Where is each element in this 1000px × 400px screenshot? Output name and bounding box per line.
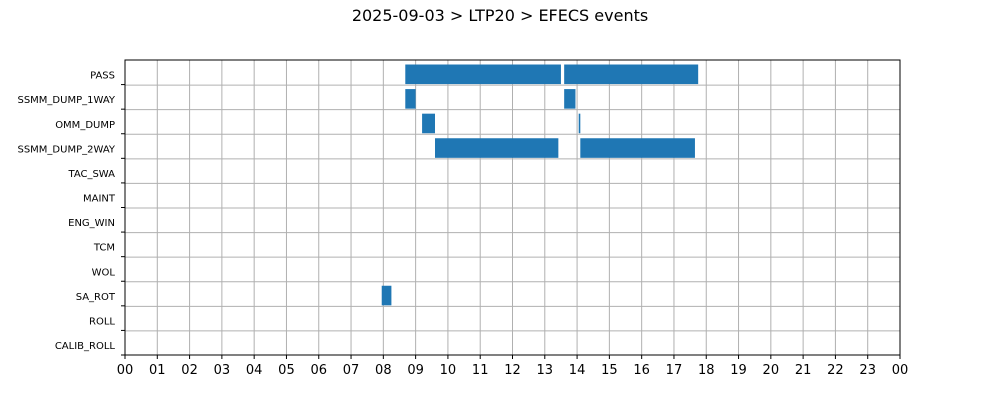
x-tick-label: 22 (827, 363, 844, 378)
x-tick-label: 23 (859, 363, 876, 378)
x-tick-label: 10 (440, 363, 457, 378)
event-bar-sa-rot (381, 285, 392, 306)
y-axis: PASS SSMM_DUMP_1WAY OMM_DUMP SSMM_DUMP_2WAY… (17, 71, 125, 356)
x-tick-label: 04 (246, 363, 263, 378)
chart-title: 2025-09-03 > LTP20 > EFECS events (351, 6, 649, 25)
x-tick-label: 13 (537, 363, 554, 378)
y-tick-label: SA_ROT (76, 292, 116, 303)
event-bar-ssmm-dump-2way (435, 138, 559, 158)
x-tick-label: 00 (117, 363, 134, 378)
x-tick-label: 21 (795, 363, 812, 378)
x-tick-label: 09 (407, 363, 424, 378)
y-tick-label: TAC_SWA (67, 169, 115, 180)
x-tick-label: 05 (278, 363, 295, 378)
event-bar-omm-dump (578, 113, 581, 134)
x-tick-label: 03 (214, 363, 231, 378)
x-tick-label: 16 (633, 363, 650, 378)
y-tick-label: MAINT (83, 194, 116, 205)
x-tick-label: 15 (601, 363, 618, 378)
y-tick-label: SSMM_DUMP_1WAY (17, 95, 115, 106)
x-tick-label: 06 (310, 363, 327, 378)
y-tick-label: CALIB_ROLL (55, 341, 116, 352)
y-tick-label: OMM_DUMP (55, 120, 115, 131)
event-bar-pass (564, 64, 699, 85)
x-tick-label: 12 (504, 363, 521, 378)
event-bar-pass (405, 64, 561, 85)
event-bar-omm-dump (422, 113, 435, 134)
x-tick-label: 11 (472, 363, 489, 378)
y-tick-label: WOL (92, 267, 116, 278)
x-tick-label: 18 (698, 363, 715, 378)
x-tick-label: 00 (892, 363, 909, 378)
event-bar-ssmm-dump-1way (405, 89, 416, 109)
x-tick-label: 01 (149, 363, 166, 378)
y-tick-label: SSMM_DUMP_2WAY (17, 144, 115, 155)
x-tick-label: 19 (730, 363, 747, 378)
x-tick-label: 20 (763, 363, 780, 378)
x-tick-label: 14 (569, 363, 586, 378)
y-tick-label: TCM (93, 243, 115, 254)
event-bars (381, 64, 699, 306)
y-tick-label: PASS (90, 71, 115, 82)
y-tick-label: ENG_WIN (68, 218, 115, 229)
x-tick-label: 02 (181, 363, 198, 378)
y-tick-label: ROLL (89, 316, 115, 327)
event-bar-ssmm-dump-1way (564, 89, 576, 109)
x-tick-label: 08 (375, 363, 392, 378)
event-bar-ssmm-dump-2way (580, 138, 695, 158)
x-tick-label: 07 (343, 363, 360, 378)
x-tick-label: 17 (666, 363, 683, 378)
x-axis: 00 01 02 03 04 05 06 07 08 09 10 11 12 13 14 15 16 17 18 19… (117, 355, 909, 378)
